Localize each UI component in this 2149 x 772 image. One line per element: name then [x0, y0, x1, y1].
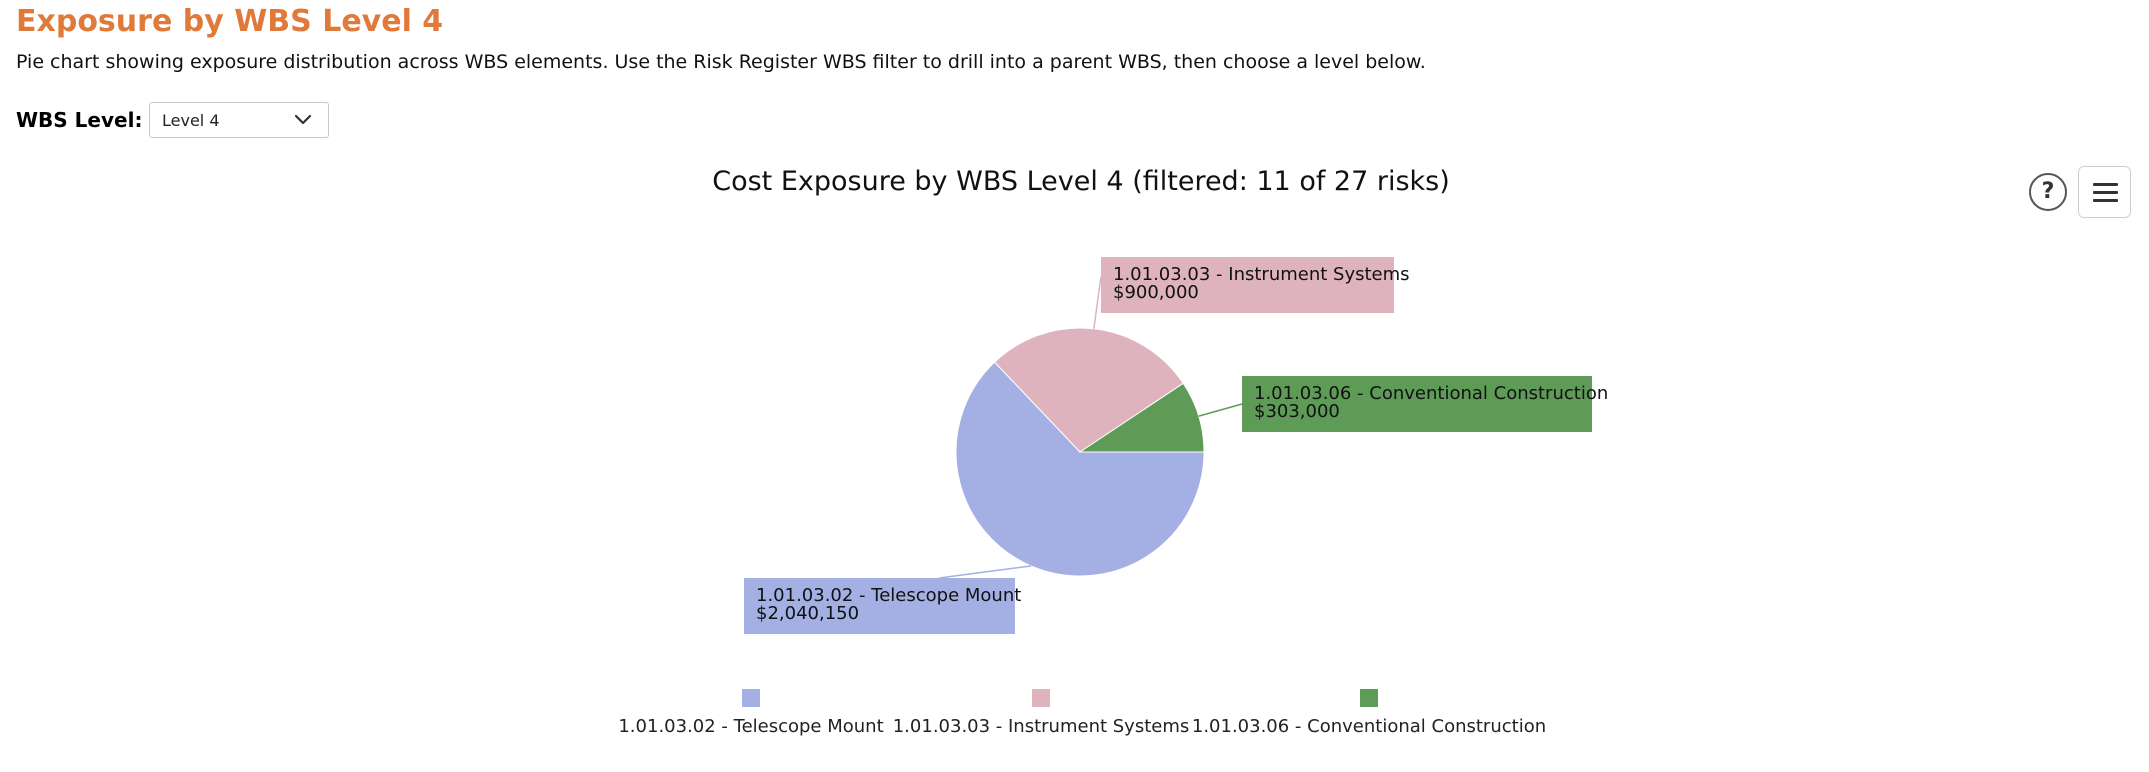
- legend-item-1-01-03-02-telescope-mount[interactable]: 1.01.03.02 - Telescope Mount: [618, 689, 884, 737]
- chart-title: Cost Exposure by WBS Level 4 (filtered: …: [712, 166, 1450, 197]
- pie-label-value: $303,000: [1254, 401, 1340, 422]
- pie-label-box: [744, 578, 1015, 634]
- pie-slice-1-01-03-03-instrument-systems[interactable]: [993, 327, 1184, 453]
- legend-swatch: [742, 689, 760, 707]
- legend: 1.01.03.02 - Telescope Mount 1.01.03.03 -…: [618, 689, 1546, 737]
- legend-item-1-01-03-06-conventional-construction[interactable]: 1.01.03.06 - Conventional Construction: [1192, 689, 1546, 737]
- wbs-level-select[interactable]: Level 4: [149, 102, 329, 138]
- legend-label: 1.01.03.02 - Telescope Mount: [618, 716, 883, 737]
- pie-label-value: $900,000: [1113, 282, 1199, 303]
- wbs-level-label: WBS Level:: [16, 108, 143, 132]
- legend-swatch: [1032, 689, 1050, 707]
- pie-label-box: [1101, 257, 1394, 313]
- pie-label-connector: [939, 565, 1032, 579]
- pie-slices: [955, 327, 1205, 577]
- pie-label-name: 1.01.03.03 - Instrument Systems: [1113, 264, 1410, 285]
- pie-label-connector: [1093, 276, 1102, 329]
- pie-slice-1-01-03-06-conventional-construction[interactable]: [1078, 382, 1205, 453]
- pie-label-connector: [1198, 403, 1243, 417]
- legend-label: 1.01.03.06 - Conventional Construction: [1192, 716, 1546, 737]
- pie-labels: 1.01.03.02 - Telescope Mount$2,040,150 1.…: [744, 257, 1608, 634]
- pie-label-name: 1.01.03.06 - Conventional Construction: [1254, 383, 1608, 404]
- pie-slice-1-01-03-02-telescope-mount[interactable]: [955, 361, 1205, 577]
- help-button[interactable]: ?: [2029, 173, 2067, 211]
- help-icon: ?: [2041, 179, 2055, 204]
- legend-item-1-01-03-03-instrument-systems[interactable]: 1.01.03.03 - Instrument Systems: [893, 689, 1190, 737]
- chart-menu-button[interactable]: [2078, 166, 2131, 218]
- page-title: Exposure by WBS Level 4: [16, 4, 444, 39]
- page-description: Pie chart showing exposure distribution …: [16, 51, 1426, 73]
- pie-label-box: [1242, 376, 1592, 432]
- pie-label-name: 1.01.03.02 - Telescope Mount: [756, 585, 1021, 606]
- pie-label-value: $2,040,150: [756, 603, 859, 624]
- legend-label: 1.01.03.03 - Instrument Systems: [893, 716, 1190, 737]
- chevron-down-icon: [294, 114, 312, 125]
- legend-swatch: [1360, 689, 1378, 707]
- wbs-level-selected-value: Level 4: [162, 111, 220, 130]
